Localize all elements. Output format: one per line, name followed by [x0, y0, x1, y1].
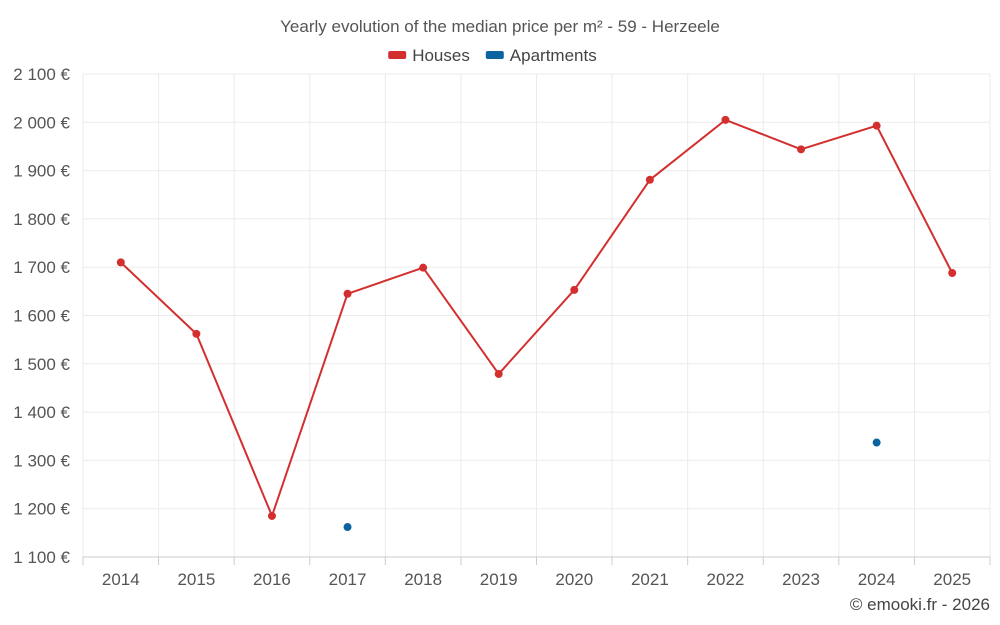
x-tick-label: 2018: [404, 570, 442, 589]
houses-line: [120, 118, 954, 517]
legend-swatch: [388, 51, 407, 59]
credit-text: © emooki.fr - 2026: [850, 595, 990, 614]
x-tick-label: 2023: [782, 570, 820, 589]
y-tick-label: 1 300 €: [13, 451, 70, 470]
legend-label: Apartments: [510, 46, 597, 65]
x-tick-label: 2024: [858, 570, 896, 589]
y-tick-label: 2 000 €: [13, 113, 70, 132]
legend: Houses Apartments: [388, 46, 597, 65]
houses-point[interactable]: [116, 258, 125, 267]
houses-point[interactable]: [872, 121, 881, 130]
x-tick-label: 2020: [555, 570, 593, 589]
houses-point[interactable]: [192, 329, 201, 338]
chart-title: Yearly evolution of the median price per…: [280, 17, 720, 36]
y-tick-label: 1 500 €: [13, 355, 70, 374]
x-axis: 2014 2015 2016 2017 2018 2019 2020 2021 2022 2023…: [82, 556, 991, 589]
houses-point[interactable]: [343, 289, 352, 298]
houses-point[interactable]: [419, 263, 428, 272]
legend-item-houses[interactable]: Houses: [388, 46, 470, 65]
y-tick-label: 1 400 €: [13, 403, 70, 422]
houses-point[interactable]: [948, 268, 957, 277]
houses-point[interactable]: [797, 145, 806, 154]
series-layer: [116, 115, 957, 532]
y-tick-label: 1 700 €: [13, 258, 70, 277]
houses-point[interactable]: [570, 285, 579, 294]
x-tick-label: 2019: [480, 570, 518, 589]
y-tick-label: 1 200 €: [13, 500, 70, 519]
houses-point[interactable]: [494, 369, 503, 378]
y-tick-label: 1 800 €: [13, 210, 70, 229]
legend-label: Houses: [412, 46, 470, 65]
y-axis: 1 100 € 1 200 € 1 300 € 1 400 € 1 500 € 1 600…: [13, 65, 70, 567]
houses-point[interactable]: [267, 511, 276, 520]
x-tick-label: 2016: [253, 570, 291, 589]
grid: [82, 73, 991, 557]
x-tick-label: 2014: [102, 570, 140, 589]
y-tick-label: 2 100 €: [13, 65, 70, 84]
legend-swatch: [485, 51, 504, 59]
x-tick-label: 2025: [933, 570, 971, 589]
legend-item-apartments[interactable]: Apartments: [485, 46, 597, 65]
y-tick-label: 1 100 €: [13, 548, 70, 567]
x-tick-label: 2021: [631, 570, 669, 589]
houses-point[interactable]: [721, 115, 730, 124]
x-tick-label: 2015: [177, 570, 215, 589]
x-tick-label: 2022: [707, 570, 745, 589]
x-tick-label: 2017: [329, 570, 367, 589]
y-tick-label: 1 600 €: [13, 307, 70, 326]
apartments-point[interactable]: [872, 438, 881, 447]
apartments-point[interactable]: [343, 523, 352, 532]
y-tick-label: 1 900 €: [13, 162, 70, 181]
houses-point[interactable]: [645, 175, 654, 184]
